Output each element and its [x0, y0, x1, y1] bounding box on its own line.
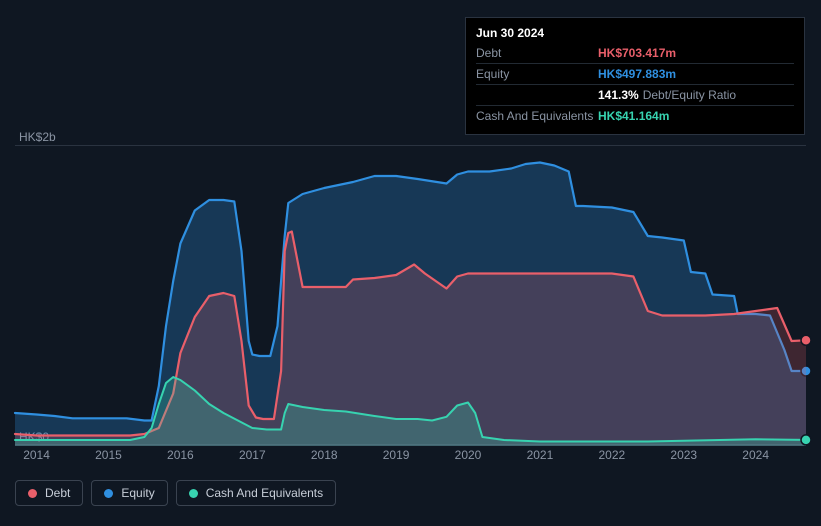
- legend-dot-icon: [189, 489, 198, 498]
- tooltip-row-label: Equity: [476, 67, 598, 81]
- tooltip-row-value: HK$497.883m: [598, 67, 676, 81]
- x-axis-tick: 2021: [527, 448, 554, 462]
- x-axis-tick: 2017: [239, 448, 266, 462]
- tooltip-row-value: HK$41.164m: [598, 109, 669, 123]
- x-axis-tick: 2019: [383, 448, 410, 462]
- tooltip-row: EquityHK$497.883m: [476, 63, 794, 84]
- x-axis-tick: 2014: [23, 448, 50, 462]
- legend-item-debt[interactable]: Debt: [15, 480, 83, 506]
- tooltip-row: 141.3%Debt/Equity Ratio: [476, 84, 794, 105]
- legend-item-equity[interactable]: Equity: [91, 480, 167, 506]
- x-axis-tick: 2015: [95, 448, 122, 462]
- tooltip-row-label: Debt: [476, 46, 598, 60]
- series-end-dot-cash-and-equivalents: [801, 435, 811, 445]
- x-axis-tick: 2023: [670, 448, 697, 462]
- tooltip-row-label: [476, 88, 598, 102]
- tooltip-row: DebtHK$703.417m: [476, 43, 794, 63]
- tooltip-row: Cash And EquivalentsHK$41.164m: [476, 105, 794, 126]
- legend-label: Equity: [121, 486, 154, 500]
- legend-dot-icon: [28, 489, 37, 498]
- legend-label: Cash And Equivalents: [206, 486, 323, 500]
- x-axis-tick: 2022: [598, 448, 625, 462]
- hover-tooltip: Jun 30 2024 DebtHK$703.417mEquityHK$497.…: [465, 17, 805, 135]
- plot-area[interactable]: [15, 145, 806, 445]
- tooltip-row-label: Cash And Equivalents: [476, 109, 598, 123]
- x-axis-tick: 2020: [455, 448, 482, 462]
- tooltip-row-rest: Debt/Equity Ratio: [643, 88, 736, 102]
- x-axis-tick: 2024: [742, 448, 769, 462]
- x-axis-tick: 2018: [311, 448, 338, 462]
- tooltip-date: Jun 30 2024: [476, 26, 794, 43]
- x-axis: 2014 2015 2016 2017 2018 2019 2020 2021 2022 2023…: [15, 448, 806, 466]
- tooltip-row-value: 141.3%Debt/Equity Ratio: [598, 88, 736, 102]
- legend: Debt Equity Cash And Equivalents: [15, 480, 336, 506]
- legend-label: Debt: [45, 486, 70, 500]
- tooltip-row-value: HK$703.417m: [598, 46, 676, 60]
- y-axis-tick: HK$2b: [19, 130, 69, 144]
- legend-dot-icon: [104, 489, 113, 498]
- series-end-dot-debt: [801, 335, 811, 345]
- legend-item-cash-and-equivalents[interactable]: Cash And Equivalents: [176, 480, 336, 506]
- chart-container: Jun 30 2024 DebtHK$703.417mEquityHK$497.…: [0, 0, 821, 526]
- x-axis-tick: 2016: [167, 448, 194, 462]
